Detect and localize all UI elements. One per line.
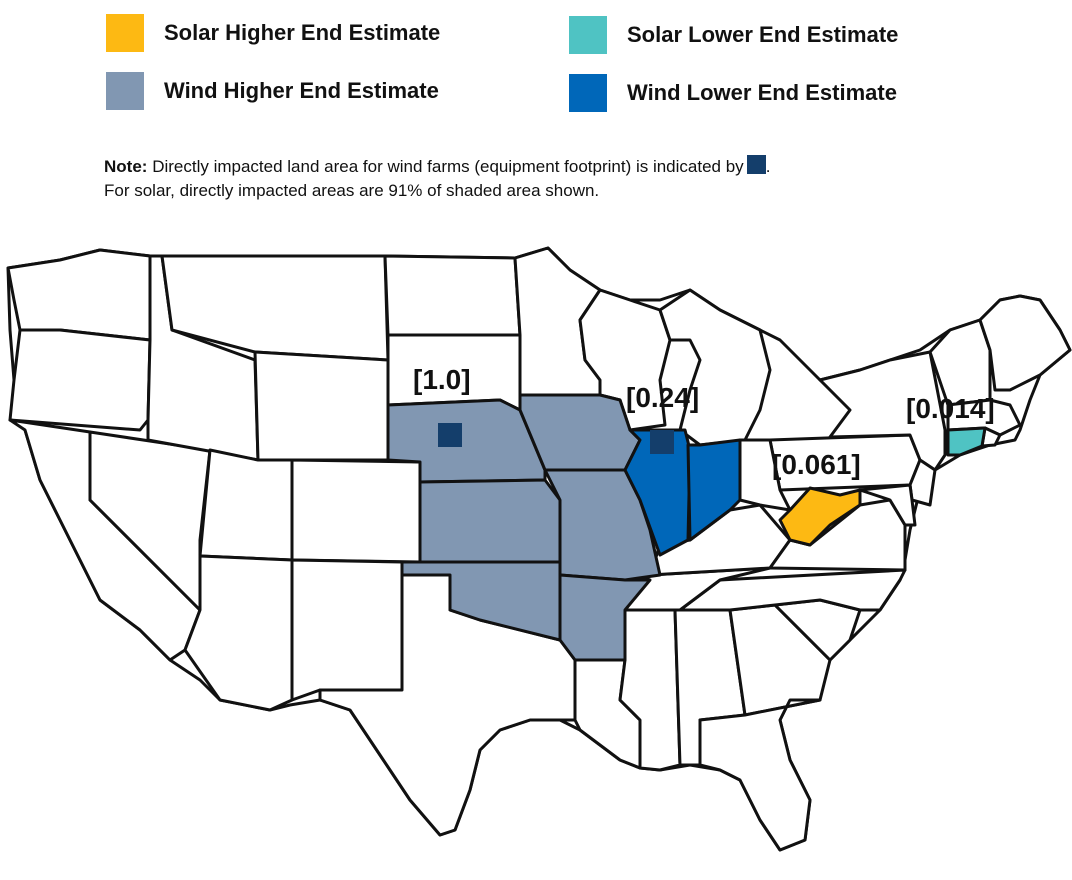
state-delaware-maryland bbox=[858, 483, 917, 527]
map-label-illinois: [0.24] bbox=[626, 382, 699, 413]
legend-swatch-wind-higher bbox=[106, 72, 144, 110]
state-colorado bbox=[290, 458, 422, 564]
map-label-nebraska: [1.0] bbox=[413, 364, 471, 395]
state-florida bbox=[698, 698, 822, 852]
legend-label-wind-lower: Wind Lower End Estimate bbox=[627, 80, 897, 105]
note-heading: Note: bbox=[104, 157, 148, 176]
legend-swatch-wind-lower bbox=[569, 74, 607, 112]
state-new-york bbox=[818, 350, 947, 472]
legend-label-solar-lower: Solar Lower End Estimate bbox=[627, 22, 899, 47]
legend-label-wind-higher: Wind Higher End Estimate bbox=[164, 78, 439, 103]
map-label-connecticut: [0.014] bbox=[906, 393, 995, 424]
legend-item-solar-lower: Solar Lower End Estimate bbox=[569, 16, 898, 54]
note-line-2: For solar, directly impacted areas are 9… bbox=[104, 181, 600, 200]
legend-item-solar-higher: Solar Higher End Estimate bbox=[106, 14, 440, 52]
state-washington bbox=[6, 248, 162, 342]
state-maine bbox=[978, 294, 1072, 392]
state-kansas bbox=[418, 478, 562, 564]
map-note: Note: Directly impacted land area for wi… bbox=[104, 155, 770, 203]
legend-swatch-solar-higher bbox=[106, 14, 144, 52]
state-illinois bbox=[623, 428, 692, 557]
map-label-west-virginia: [0.061] bbox=[772, 449, 861, 480]
state-new-mexico bbox=[290, 558, 404, 702]
state-new-jersey bbox=[908, 458, 937, 507]
state-arkansas bbox=[558, 573, 652, 662]
note-text-1: Directly impacted land area for wind far… bbox=[152, 157, 744, 176]
state-arizona bbox=[183, 554, 294, 712]
footprint-square-nebraska bbox=[438, 423, 462, 447]
legend-label-solar-higher: Solar Higher End Estimate bbox=[164, 20, 441, 45]
legend-item-wind-lower: Wind Lower End Estimate bbox=[569, 74, 897, 112]
state-utah bbox=[198, 448, 294, 562]
state-west-virginia bbox=[778, 486, 862, 547]
footprint-square-illinois bbox=[650, 430, 674, 454]
legend-item-wind-higher: Wind Higher End Estimate bbox=[106, 72, 439, 110]
state-connecticut bbox=[946, 426, 987, 457]
state-wyoming bbox=[253, 350, 390, 462]
note-text-1-end: . bbox=[765, 157, 771, 176]
footprint-square-icon bbox=[746, 155, 766, 174]
state-north-dakota bbox=[383, 254, 522, 337]
note-line-1: Note: Directly impacted land area for wi… bbox=[104, 155, 770, 179]
state-north-carolina bbox=[678, 568, 907, 612]
legend-swatch-solar-lower bbox=[569, 16, 607, 54]
state-oregon bbox=[8, 328, 152, 432]
us-map: [1.0] [0.24] [0.061] [0.014] bbox=[6, 246, 1072, 852]
